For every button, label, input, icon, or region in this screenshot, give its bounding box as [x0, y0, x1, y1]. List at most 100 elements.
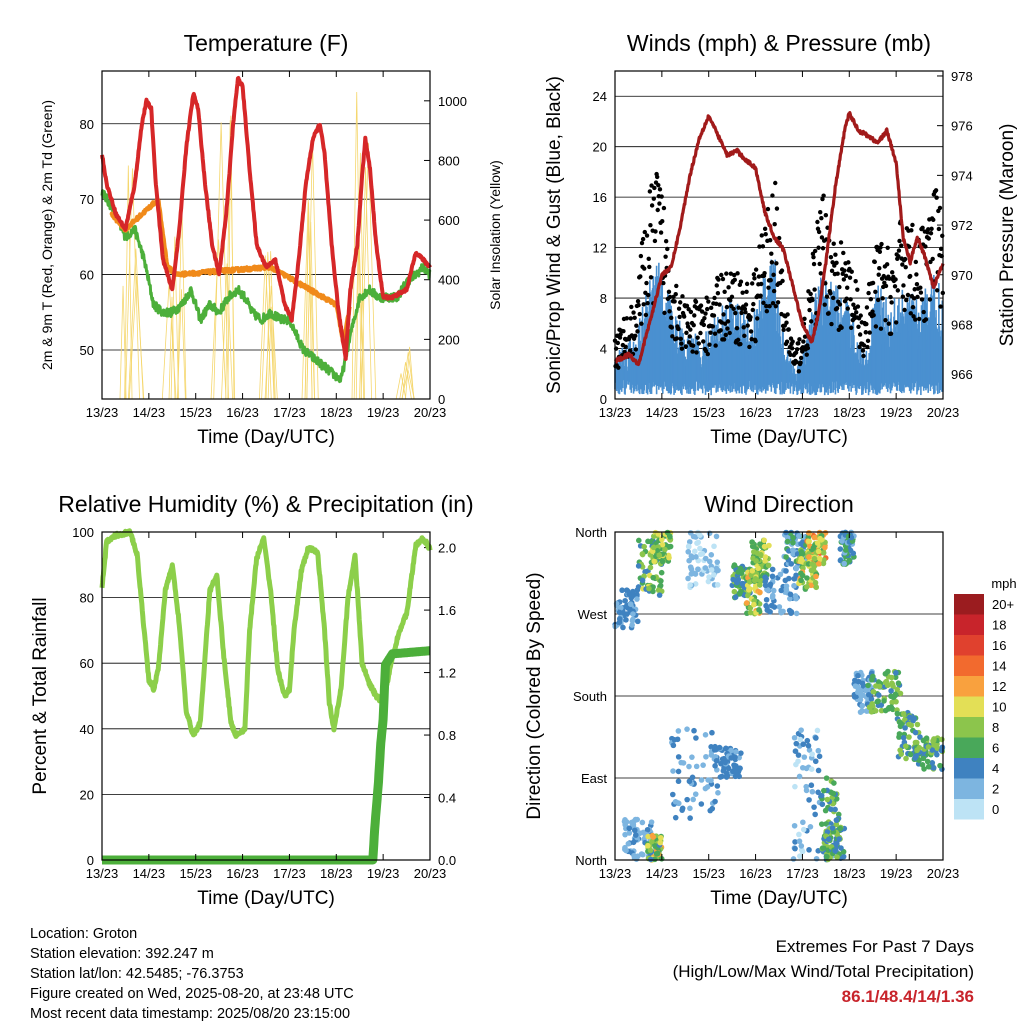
gust-point [876, 272, 881, 277]
gust-point [905, 292, 911, 298]
gust-point [684, 330, 689, 335]
gust-point [838, 240, 844, 245]
y2-tick-label: 0.0 [438, 853, 456, 868]
direction-point [907, 751, 914, 758]
direction-point [632, 832, 639, 838]
y-tick-label: 0 [600, 392, 607, 407]
x-tick-label: 18/23 [320, 866, 353, 881]
gust-point [794, 360, 799, 365]
gust-point [644, 280, 649, 286]
direction-point [635, 563, 642, 569]
direction-point [767, 609, 773, 615]
gust-point [769, 260, 775, 265]
gust-point [931, 217, 936, 223]
direction-point [839, 538, 845, 544]
direction-point [622, 831, 628, 838]
direction-point [757, 589, 763, 596]
direction-point [865, 682, 871, 689]
direction-point [623, 847, 629, 854]
gust-point [789, 346, 795, 351]
legend-swatch [954, 717, 984, 738]
direction-point [707, 807, 714, 814]
direction-point [616, 609, 623, 616]
direction-point [854, 689, 861, 696]
gust-point [667, 309, 672, 314]
direction-point [860, 683, 867, 689]
gust-point [809, 319, 814, 324]
gust-point [705, 306, 710, 312]
direction-point [805, 538, 812, 545]
gust-point [893, 277, 898, 282]
gust-point [741, 325, 746, 330]
gust-point [732, 272, 737, 278]
direction-point [816, 555, 823, 562]
gust-point [617, 335, 623, 340]
gust-point [712, 331, 718, 336]
gust-point [817, 261, 822, 267]
direction-point [870, 673, 876, 680]
gust-point [828, 291, 833, 296]
direction-point [619, 587, 625, 594]
gust-point [938, 246, 944, 252]
gust-point [637, 311, 642, 317]
direction-point [815, 789, 821, 796]
direction-point [686, 557, 692, 564]
gust-point [769, 251, 774, 256]
gust-point [860, 348, 866, 353]
y2-tick-label: 0.8 [438, 728, 456, 743]
direction-point [809, 788, 816, 795]
direction-point [796, 831, 802, 838]
direction-point [793, 595, 799, 602]
gust-point [816, 245, 821, 250]
direction-point [790, 547, 796, 553]
direction-point [835, 811, 842, 818]
direction-point [686, 539, 693, 545]
gust-point [908, 311, 913, 316]
gust-point [790, 339, 795, 344]
direction-point [763, 575, 769, 582]
gust-point [636, 302, 641, 308]
direction-point [745, 586, 752, 593]
gust-point [928, 259, 933, 265]
direction-point [814, 727, 821, 734]
direction-point [837, 546, 844, 552]
gust-point [635, 299, 641, 304]
direction-point [620, 624, 626, 631]
direction-point [778, 609, 784, 616]
x-tick-label: 17/23 [273, 405, 306, 420]
direction-point [825, 836, 832, 843]
gust-point [788, 352, 793, 358]
legend-title: mph [991, 576, 1016, 591]
y2-tick-label: 200 [438, 332, 460, 347]
direction-point [653, 850, 660, 857]
gust-point [771, 272, 776, 278]
gust-point [616, 365, 621, 370]
gust-point [851, 302, 856, 307]
direction-point [832, 848, 838, 854]
legend-swatch [954, 737, 984, 758]
x-tick-label: 13/23 [599, 866, 632, 881]
direction-point [799, 572, 806, 579]
gust-point [870, 309, 875, 314]
gust-point [798, 355, 804, 361]
direction-point [763, 596, 770, 603]
direction-point [693, 735, 699, 741]
solar-line [395, 373, 407, 400]
gust-point [818, 271, 823, 276]
gust-point [866, 290, 871, 296]
gust-point [843, 273, 849, 278]
gust-point [645, 300, 650, 306]
gust-point [648, 222, 653, 228]
gust-point [758, 281, 764, 287]
gust-point [774, 261, 779, 266]
gust-point [749, 336, 754, 342]
solar-line [128, 248, 144, 400]
direction-point [627, 601, 634, 607]
gust-point [735, 337, 741, 343]
solar-line [210, 239, 227, 400]
speed-legend: mph 20+ 18 16 14 12 10 8 6 4 2 0 [954, 576, 1017, 820]
gust-point [678, 300, 683, 305]
gust-point [781, 327, 786, 333]
gust-point [687, 334, 692, 339]
direction-point [795, 752, 802, 758]
